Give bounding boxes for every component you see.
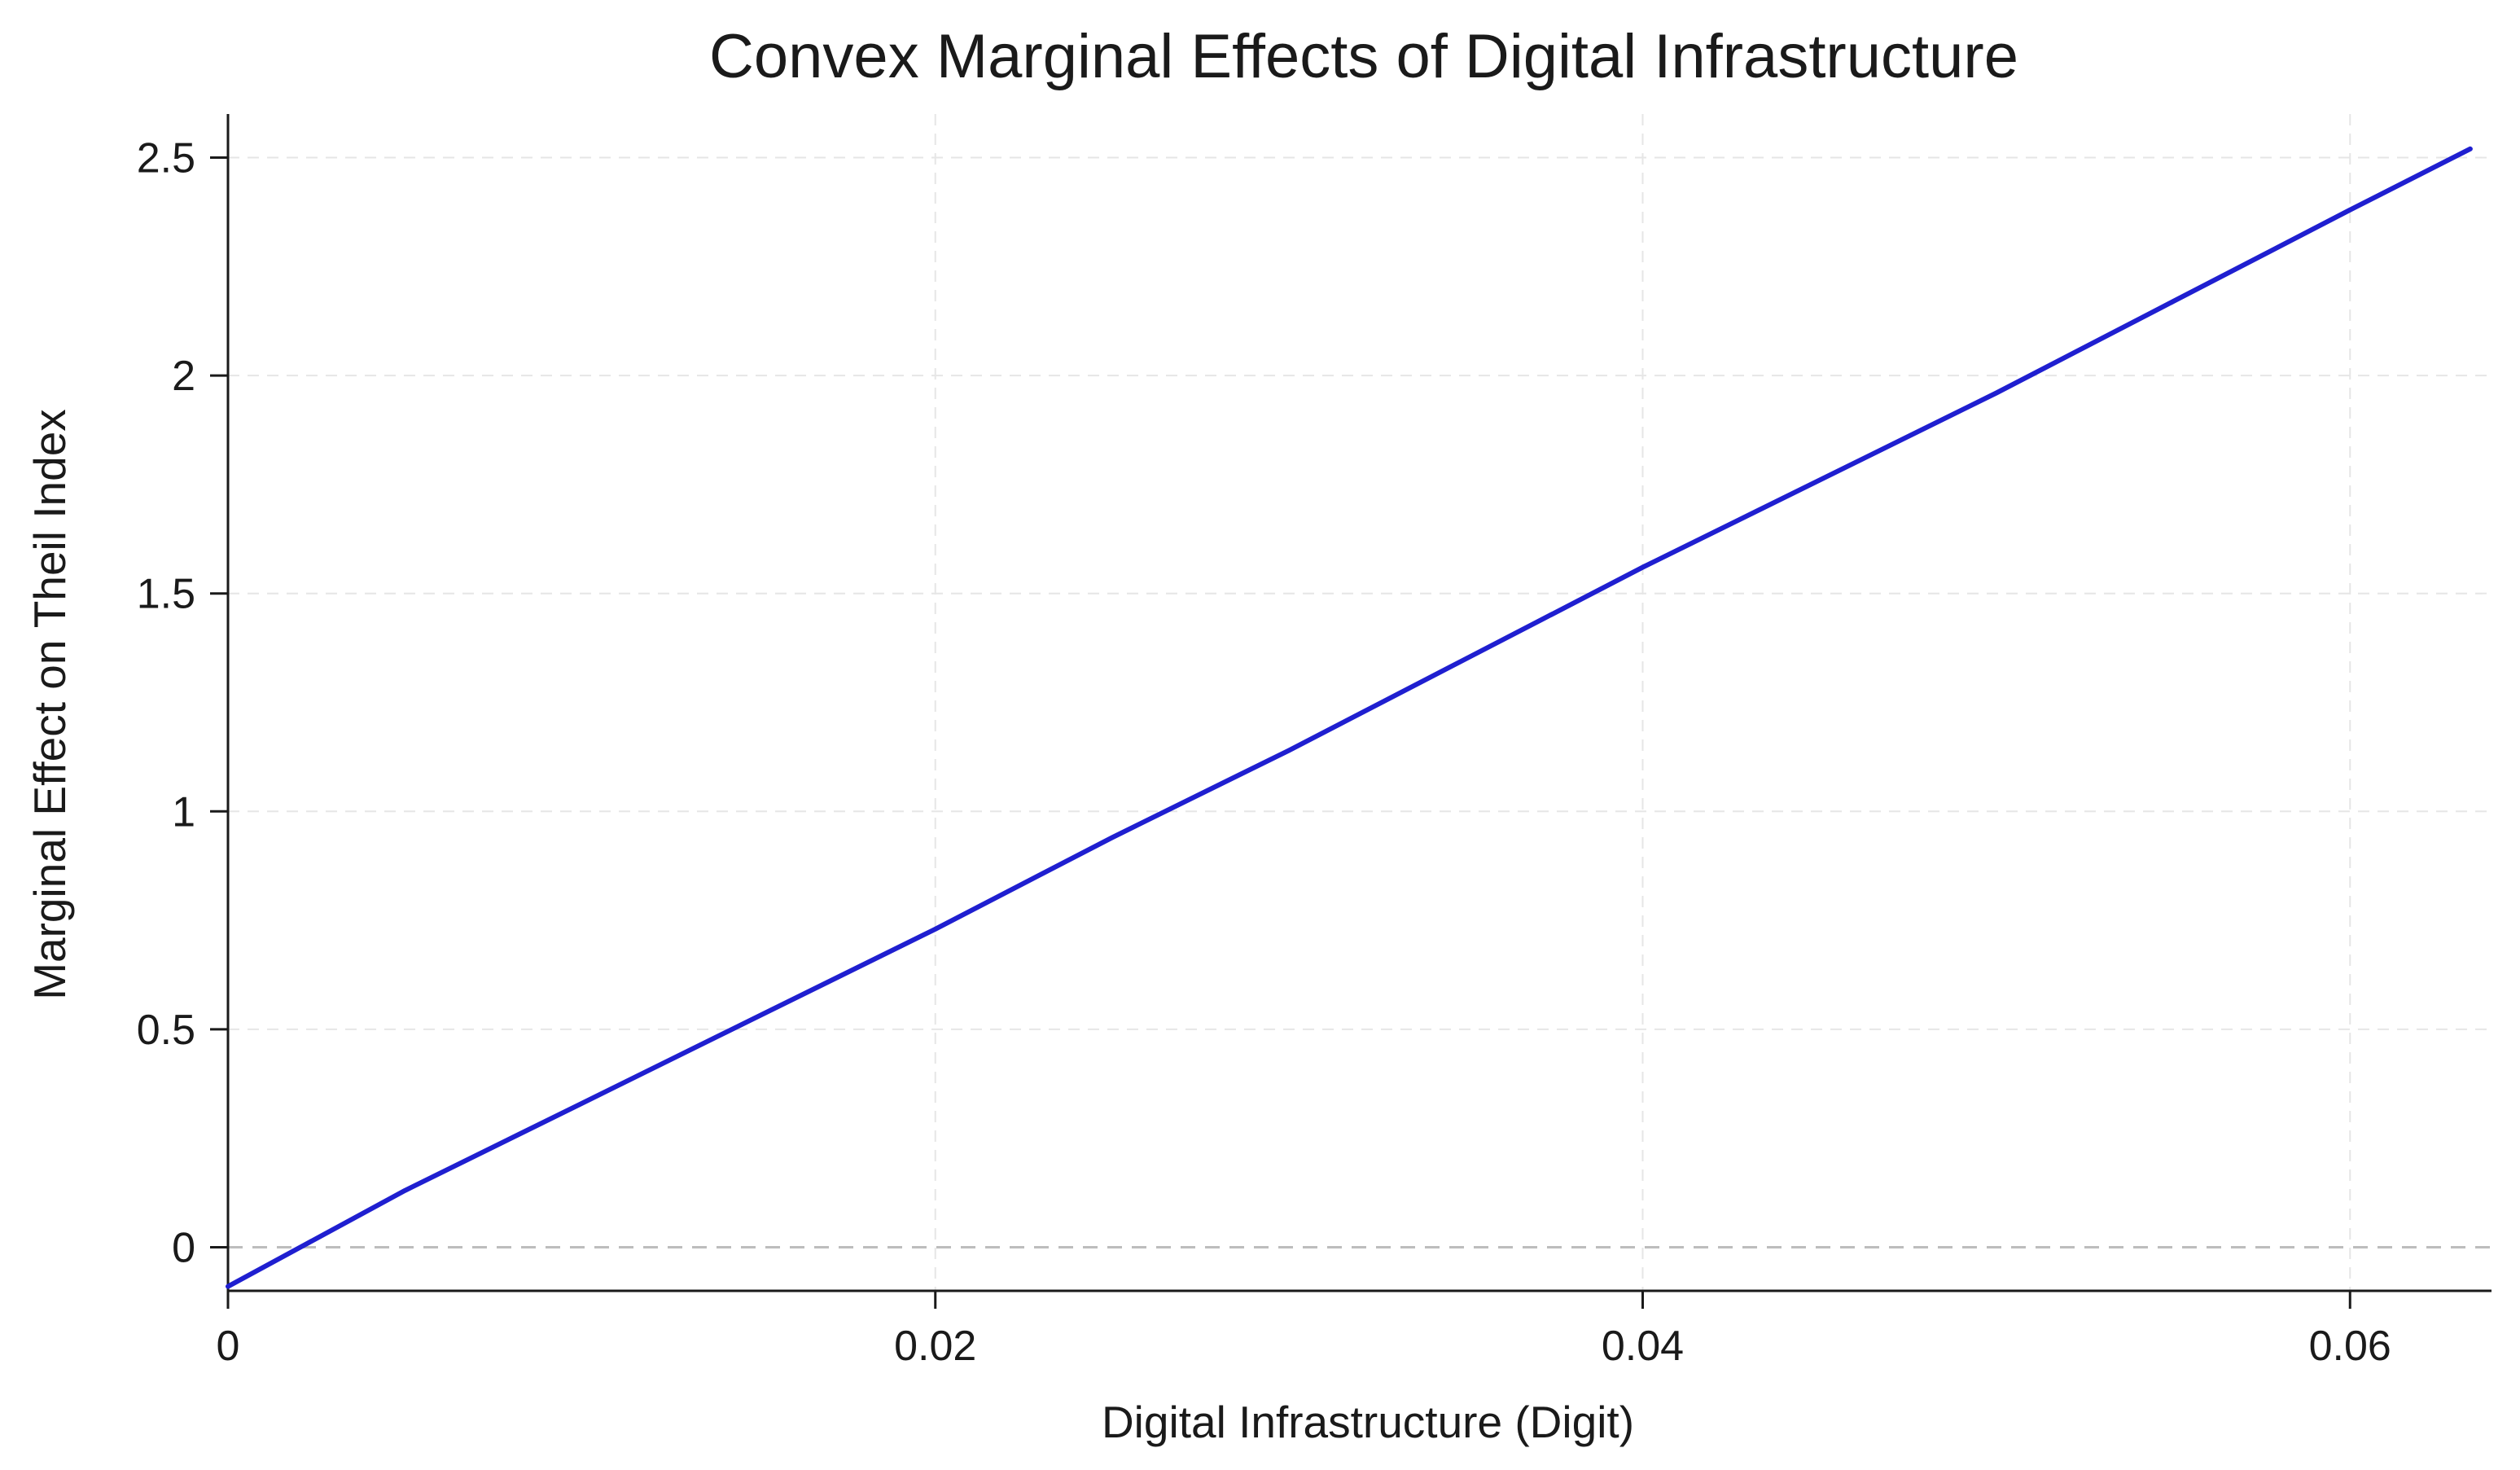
x-tick-label: 0 <box>217 1323 240 1370</box>
y-axis-label: Marginal Effect on Theil Index <box>24 409 75 1000</box>
x-tick-label: 0.02 <box>894 1323 976 1370</box>
x-axis-label: Digital Infrastructure (Digit) <box>1102 1397 1634 1447</box>
y-tick-label: 1.5 <box>137 571 195 618</box>
y-tick-label: 0 <box>172 1224 195 1271</box>
x-tick-label: 0.04 <box>1602 1323 1684 1370</box>
series-layer <box>226 146 2473 1289</box>
x-tick-label: 0.06 <box>2309 1323 2391 1370</box>
y-tick-label: 1 <box>172 788 195 836</box>
chart-title: Convex Marginal Effects of Digital Infra… <box>709 22 2018 91</box>
axes <box>226 114 2492 1292</box>
y-tick-label: 2.5 <box>137 135 195 182</box>
y-tick-label: 2 <box>172 353 195 400</box>
grid-lines <box>227 114 2492 1291</box>
y-axis-ticks: 0 0.5 1 1.5 2 2.5 <box>137 135 228 1271</box>
marginal-effect-line <box>226 146 2473 1289</box>
x-axis-ticks: 0 0.02 0.04 0.06 <box>217 1291 2391 1370</box>
y-tick-label: 0.5 <box>137 1007 195 1054</box>
